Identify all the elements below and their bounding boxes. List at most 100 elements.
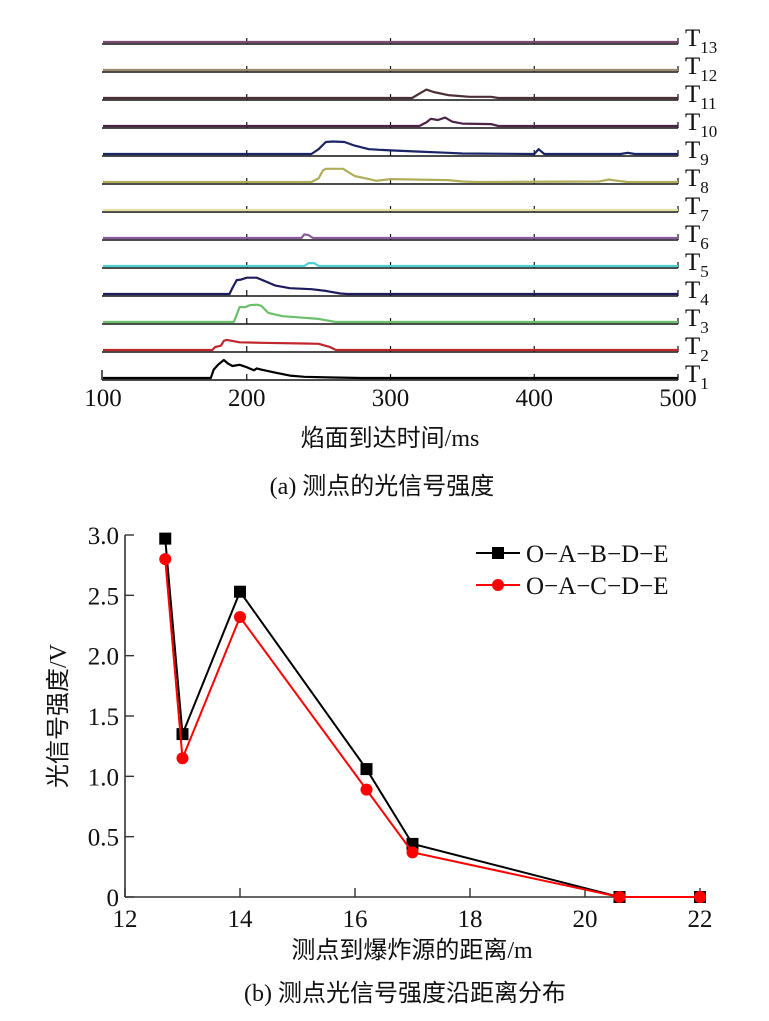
data-point-square (159, 532, 172, 545)
trace-lane-t11: T11 (102, 81, 717, 113)
trace-label-t5: T5 (685, 249, 709, 281)
x-tick-label: 16 (343, 906, 368, 933)
x-tick-label: 20 (573, 906, 598, 933)
trace-label-main: T (685, 25, 700, 52)
trace-label-sub: 4 (700, 290, 709, 309)
chart-b-axes: 0 0.5 1.0 1.5 2.0 2.5 3.0 12 14 16 18 20 22 (88, 523, 713, 933)
trace-label-t1: T1 (685, 361, 709, 393)
trace-label-main: T (685, 53, 700, 80)
legend-label: O−A−B−D−E (526, 541, 669, 568)
trace-t10 (103, 116, 678, 128)
series-line (164, 559, 700, 898)
chart-a-x-axis-title: 焰面到达时间/ms (301, 425, 480, 452)
trace-label-t3: T3 (685, 305, 709, 337)
trace-label-sub: 1 (700, 374, 709, 393)
trace-label-t2: T2 (685, 333, 709, 365)
trace-lane-t6: T6 (102, 221, 709, 253)
trace-label-sub: 3 (700, 318, 709, 337)
trace-label-t4: T4 (685, 277, 709, 309)
legend-item: O−A−B−D−E (476, 541, 669, 568)
data-point-circle (159, 553, 172, 566)
trace-t9 (103, 140, 678, 156)
trace-label-sub: 10 (700, 122, 717, 141)
trace-label-sub: 2 (700, 346, 709, 365)
trace-t1 (103, 358, 678, 380)
trace-label-t13: T13 (685, 25, 717, 57)
trace-lane-t7: T7 (102, 193, 709, 225)
trace-label-main: T (685, 305, 700, 332)
chart-b-series (159, 532, 706, 903)
data-point-square (360, 763, 373, 776)
chart-b-signal-vs-distance: 0 0.5 1.0 1.5 2.0 2.5 3.0 12 14 16 18 20 22 O−A−B−D−… (45, 523, 713, 1007)
trace-lane-t13: T13 (102, 25, 717, 57)
data-point-circle (406, 846, 419, 859)
chart-a-x-tick-labels: 100 200 300 400 500 (84, 385, 697, 412)
y-tick-label: 2.5 (88, 583, 119, 610)
y-tick-label: 2.0 (88, 644, 119, 671)
chart-b-legend: O−A−B−D−E O−A−C−D−E (476, 541, 669, 600)
y-tick-label: 0 (107, 885, 120, 912)
trace-label-sub: 11 (700, 94, 716, 113)
trace-label-sub: 8 (700, 178, 709, 197)
trace-lane-t4: T4 (102, 276, 709, 309)
x-tick-label: 500 (659, 385, 697, 412)
chart-b-y-axis-title: 光信号强度/V (45, 643, 72, 788)
trace-lane-t2: T2 (102, 333, 709, 365)
series-o-a-c-d-e (159, 553, 706, 903)
data-point-circle (694, 891, 706, 903)
trace-label-t11: T11 (685, 81, 717, 113)
trace-label-main: T (685, 333, 700, 360)
x-tick-label: 22 (688, 906, 713, 933)
y-tick-label: 1.5 (88, 704, 119, 731)
trace-t4 (103, 276, 678, 296)
trace-label-main: T (685, 361, 700, 388)
data-point-square (234, 585, 246, 598)
data-point-circle (176, 752, 189, 765)
x-tick-label: 100 (84, 385, 122, 412)
trace-t3 (103, 303, 678, 324)
trace-label-sub: 13 (700, 38, 717, 57)
x-tick-label: 300 (372, 385, 410, 412)
trace-label-t10: T10 (685, 109, 717, 141)
trace-label-sub: 6 (700, 234, 709, 253)
x-tick-label: 400 (516, 385, 554, 412)
trace-lane-t5: T5 (102, 249, 709, 281)
trace-label-main: T (685, 277, 700, 304)
x-tick-label: 18 (458, 906, 483, 933)
data-point-circle (613, 891, 626, 903)
trace-lane-t12: T12 (102, 53, 717, 85)
trace-label-main: T (685, 221, 700, 248)
x-tick-label: 14 (228, 906, 254, 933)
trace-t8 (103, 167, 678, 184)
x-tick-label: 12 (113, 906, 138, 933)
chart-b-x-axis-title: 测点到爆炸源的距离/m (291, 937, 533, 964)
y-tick-label: 1.0 (88, 764, 119, 791)
trace-label-t12: T12 (685, 53, 717, 85)
trace-lane-t9: T9 (102, 137, 709, 169)
trace-t6 (103, 233, 678, 240)
trace-lane-t8: T8 (102, 165, 709, 197)
trace-label-sub: 9 (700, 150, 709, 169)
trace-label-main: T (685, 193, 700, 220)
data-point-circle (234, 611, 246, 624)
chart-a-caption: (a) 测点的光信号强度 (270, 473, 495, 500)
trace-label-sub: 7 (700, 206, 709, 225)
legend-square-marker (492, 547, 504, 559)
legend-item: O−A−C−D−E (476, 573, 669, 600)
legend-circle-marker (492, 579, 504, 591)
y-tick-label: 3.0 (88, 523, 119, 550)
trace-label-sub: 5 (700, 262, 709, 281)
trace-label-main: T (685, 109, 700, 136)
data-point-square (176, 728, 189, 741)
x-tick-label: 200 (228, 385, 266, 412)
trace-label-t7: T7 (685, 193, 709, 225)
trace-label-main: T (685, 249, 700, 276)
trace-lane-t10: T10 (102, 109, 717, 141)
trace-lane-t1: T1 (102, 358, 709, 393)
trace-label-t9: T9 (685, 137, 709, 169)
trace-label-sub: 12 (700, 66, 717, 85)
trace-t5 (103, 262, 678, 268)
